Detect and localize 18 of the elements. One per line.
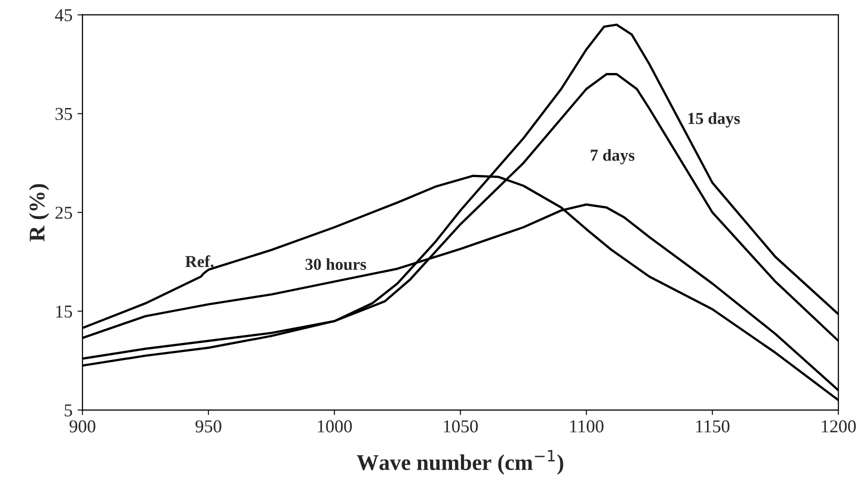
y-tick-label: 5 xyxy=(64,404,72,416)
annotation: 15 days xyxy=(688,112,740,128)
y-axis-title: R (%) xyxy=(28,184,50,242)
annotation: Ref. xyxy=(185,255,214,268)
y-tick-label: 45 xyxy=(55,9,72,22)
annotation: 30 hours xyxy=(306,258,366,270)
x-tick-label: 1200 xyxy=(822,420,856,432)
y-tick-label: 25 xyxy=(55,206,72,219)
x-tick-label: 1150 xyxy=(696,420,730,432)
x-tick-label: 950 xyxy=(195,420,222,432)
x-axis-title: Wave number (cm$^{−1}$) xyxy=(356,450,564,475)
x-tick-label: 1100 xyxy=(570,420,604,432)
x-tick-label: 1000 xyxy=(318,420,352,432)
y-tick-label: 15 xyxy=(56,306,72,318)
y-tick-label: 35 xyxy=(56,108,72,120)
x-tick-label: 1050 xyxy=(444,420,478,432)
x-tick-label: 900 xyxy=(70,420,96,432)
annotation: 7 days xyxy=(590,149,634,164)
